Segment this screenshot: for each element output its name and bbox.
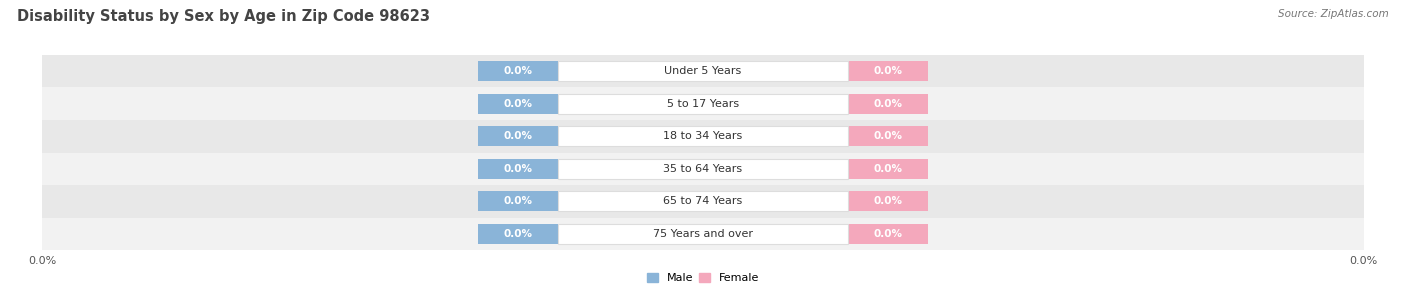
Bar xyxy=(558,191,848,211)
Bar xyxy=(42,120,1364,152)
Bar xyxy=(478,94,558,114)
Text: 5 to 17 Years: 5 to 17 Years xyxy=(666,99,740,109)
Bar xyxy=(558,94,848,114)
Bar xyxy=(478,224,558,244)
Text: 0.0%: 0.0% xyxy=(503,229,533,239)
Bar xyxy=(42,88,1364,120)
Text: 0.0%: 0.0% xyxy=(873,66,903,76)
Text: 0.0%: 0.0% xyxy=(873,164,903,174)
Bar xyxy=(558,126,848,146)
Bar xyxy=(478,191,558,211)
Bar xyxy=(848,94,928,114)
Text: 0.0%: 0.0% xyxy=(873,229,903,239)
Text: 75 Years and over: 75 Years and over xyxy=(652,229,754,239)
Bar xyxy=(848,61,928,81)
Text: Source: ZipAtlas.com: Source: ZipAtlas.com xyxy=(1278,9,1389,19)
Bar xyxy=(478,126,558,146)
Bar xyxy=(558,224,848,244)
Bar xyxy=(478,159,558,179)
Text: 65 to 74 Years: 65 to 74 Years xyxy=(664,196,742,206)
Text: 0.0%: 0.0% xyxy=(873,131,903,141)
Bar xyxy=(42,55,1364,88)
Bar xyxy=(478,61,558,81)
Bar xyxy=(558,61,848,81)
Bar xyxy=(42,152,1364,185)
Text: 0.0%: 0.0% xyxy=(873,99,903,109)
Text: 35 to 64 Years: 35 to 64 Years xyxy=(664,164,742,174)
Bar xyxy=(42,185,1364,217)
Bar xyxy=(848,159,928,179)
Bar xyxy=(848,191,928,211)
Legend: Male, Female: Male, Female xyxy=(643,268,763,288)
Text: 0.0%: 0.0% xyxy=(503,131,533,141)
Text: 0.0%: 0.0% xyxy=(873,196,903,206)
Bar xyxy=(848,224,928,244)
Text: Disability Status by Sex by Age in Zip Code 98623: Disability Status by Sex by Age in Zip C… xyxy=(17,9,430,24)
Text: 0.0%: 0.0% xyxy=(503,196,533,206)
Text: Under 5 Years: Under 5 Years xyxy=(665,66,741,76)
Bar xyxy=(42,217,1364,250)
Text: 18 to 34 Years: 18 to 34 Years xyxy=(664,131,742,141)
Text: 0.0%: 0.0% xyxy=(503,66,533,76)
Bar xyxy=(848,126,928,146)
Text: 0.0%: 0.0% xyxy=(503,99,533,109)
Bar xyxy=(558,159,848,179)
Text: 0.0%: 0.0% xyxy=(503,164,533,174)
